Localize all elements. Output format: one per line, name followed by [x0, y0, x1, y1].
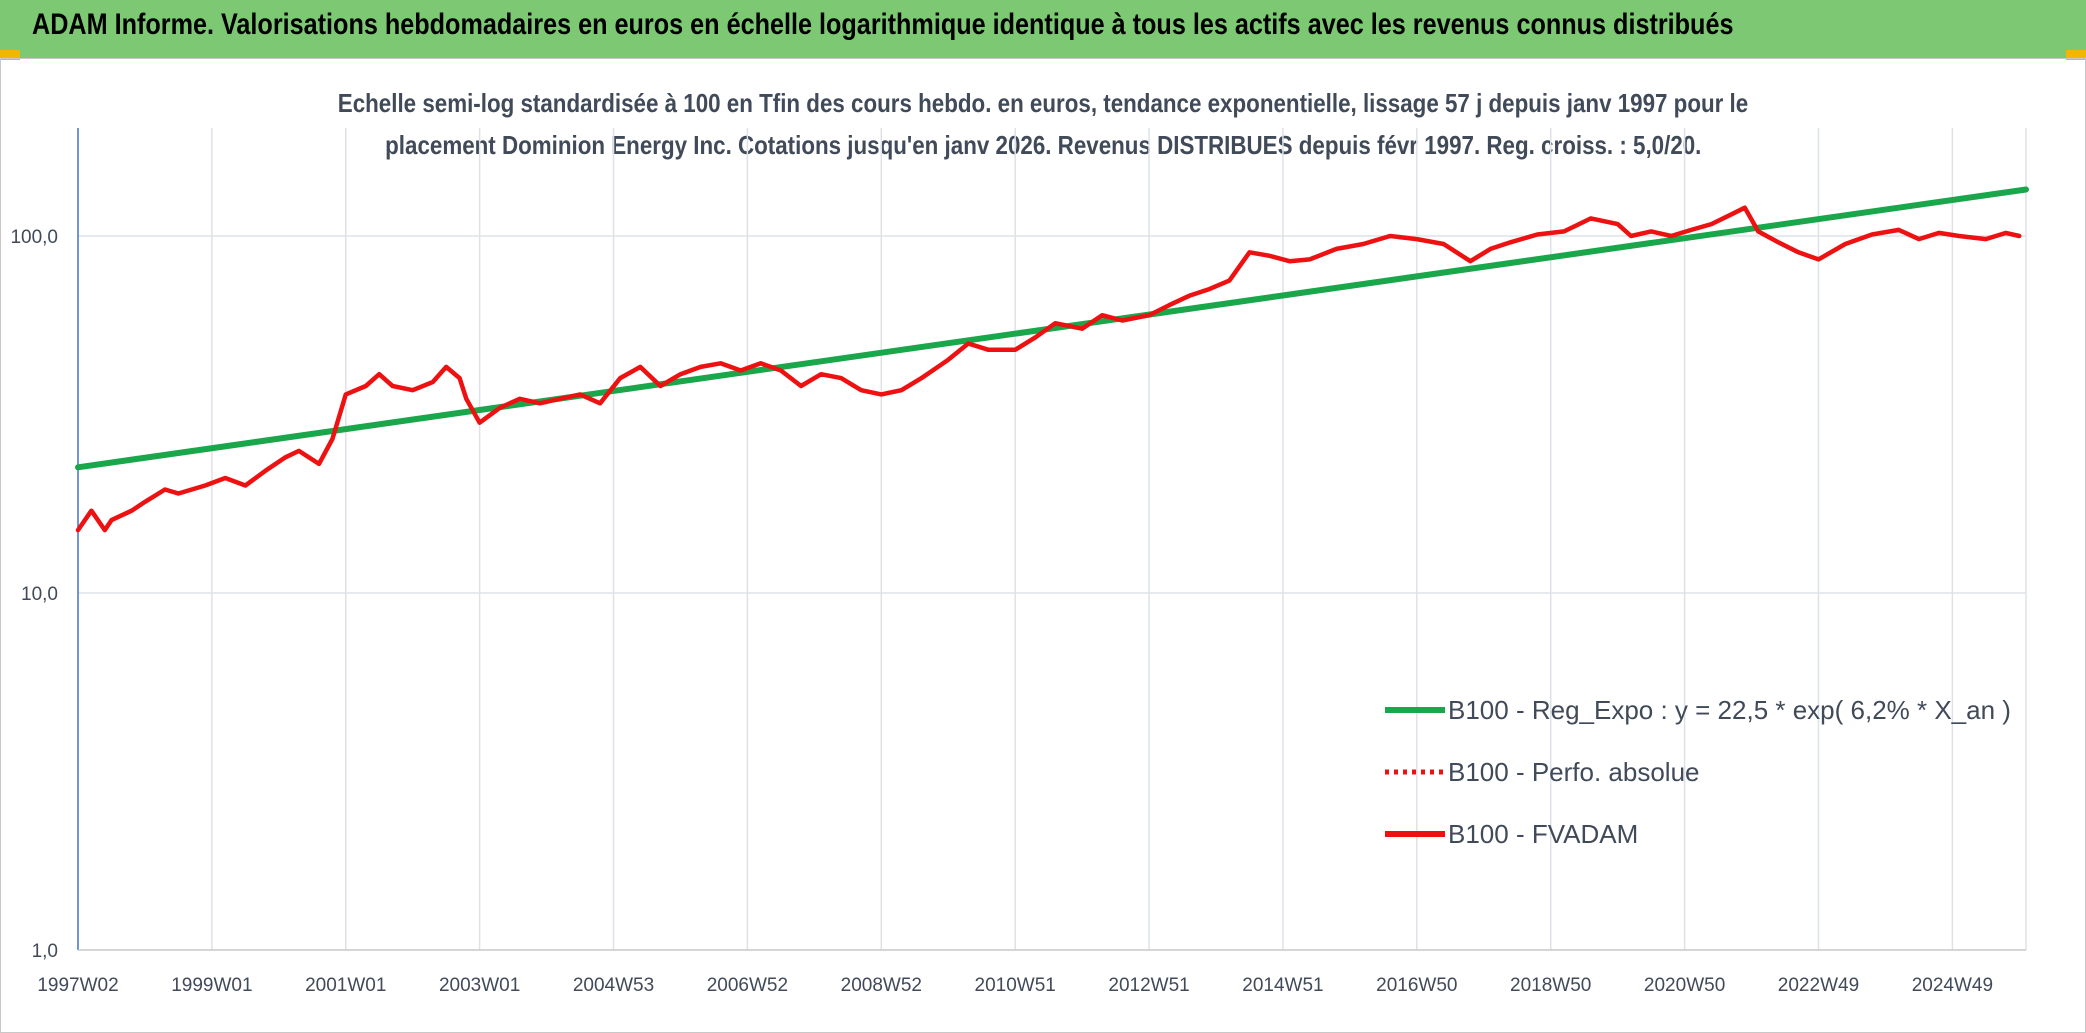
x-tick-label: 2012W51 [1108, 975, 1189, 996]
legend-label: B100 - Perfo. absolue [1448, 757, 1700, 787]
fvadam-series-line [75, 205, 2022, 533]
regression-trend-line [75, 186, 2029, 471]
report-header: ADAM Informe. Valorisations hebdomadaire… [0, 0, 2086, 58]
x-tick-label: 2004W53 [573, 975, 654, 996]
x-tick-label: 2010W51 [975, 975, 1056, 996]
y-tick-label: 100,0 [10, 227, 58, 248]
report-title: ADAM Informe. Valorisations hebdomadaire… [32, 8, 1734, 41]
x-tick-label: 1997W02 [37, 975, 118, 996]
x-tick-label: 2022W49 [1778, 975, 1859, 996]
x-tick-label: 2018W50 [1510, 975, 1591, 996]
x-tick-label: 2008W52 [841, 975, 922, 996]
y-tick-labels: 1,0 10,0 100,0 [10, 227, 58, 962]
x-tick-label: 2003W01 [439, 975, 520, 996]
x-tick-label: 2001W01 [305, 975, 386, 996]
legend-label: B100 - Reg_Expo : y = 22,5 * exp( 6,2% *… [1448, 695, 2011, 725]
series-lines [75, 186, 2029, 533]
corner-marker-top-left [0, 50, 20, 60]
y-tick-label: 10,0 [21, 584, 58, 605]
x-tick-label: 2020W50 [1644, 975, 1725, 996]
chart-title-line-2: placement Dominion Energy Inc. Cotations… [384, 130, 1702, 160]
chart-title-line-1: Echelle semi-log standardisée à 100 en T… [337, 88, 1749, 118]
x-tick-label: 2014W51 [1242, 975, 1323, 996]
x-tick-labels: 1997W02 1999W01 2001W01 2003W01 2004W53 2006W… [37, 975, 1993, 996]
y-tick-label: 1,0 [32, 941, 58, 962]
gridlines [78, 128, 2027, 950]
legend: B100 - Reg_Expo : y = 22,5 * exp( 6,2% *… [1385, 695, 2011, 849]
x-tick-label: 2024W49 [1912, 975, 1993, 996]
x-tick-label: 2016W50 [1376, 975, 1457, 996]
x-tick-label: 1999W01 [171, 975, 252, 996]
legend-label: B100 - FVADAM [1448, 819, 1638, 849]
x-tick-label: 2006W52 [707, 975, 788, 996]
corner-marker-top-right [2066, 50, 2086, 60]
